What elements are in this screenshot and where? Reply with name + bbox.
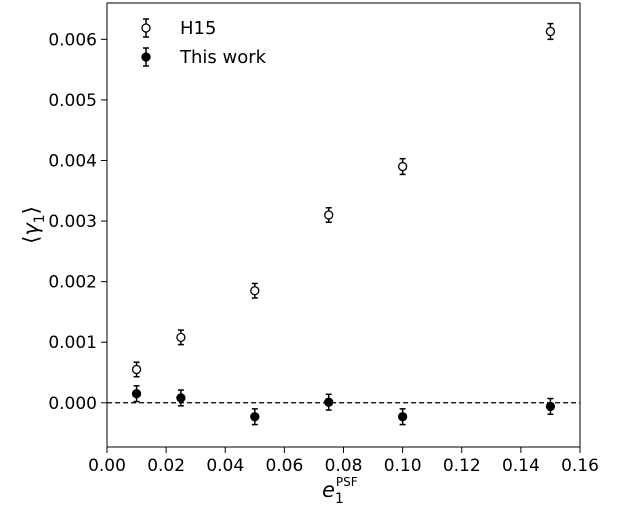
data-point <box>545 22 556 41</box>
y-tick-label: 0.003 <box>48 212 97 232</box>
legend-label-this-work: This work <box>179 47 267 68</box>
x-tick-label: 0.00 <box>88 456 126 476</box>
legend-entry-this-work: This work <box>141 47 267 68</box>
x-tick-label: 0.12 <box>443 456 481 476</box>
x-tick-label: 0.10 <box>384 456 422 476</box>
filled-marker <box>250 412 260 422</box>
filled-marker <box>176 393 186 403</box>
data-point <box>324 393 334 411</box>
data-point <box>324 206 334 224</box>
open-marker <box>176 332 186 343</box>
data-point <box>176 389 186 407</box>
series-h15 <box>131 22 556 378</box>
data-point <box>397 157 408 176</box>
open-marker <box>131 364 142 375</box>
data-point <box>131 385 142 403</box>
open-marker <box>250 286 260 296</box>
x-tick-label: 0.04 <box>206 456 244 476</box>
y-axis-label: ⟨γ1⟩ <box>19 206 48 244</box>
legend-marker-open-circle <box>141 23 151 33</box>
data-point <box>397 408 408 426</box>
x-tick-label: 0.14 <box>502 456 540 476</box>
x-axis-label: e1PSF <box>322 475 358 507</box>
open-marker <box>324 210 334 220</box>
x-tick-label: 0.02 <box>147 456 185 476</box>
x-tick-label: 0.06 <box>265 456 303 476</box>
data-point <box>250 408 260 426</box>
x-tick-label: 0.08 <box>325 456 363 476</box>
series-this-work <box>131 385 556 426</box>
filled-marker <box>397 412 408 422</box>
data-point <box>131 361 142 378</box>
ticks-layer: 0.00 0.02 0.04 0.06 0.08 0.10 0.12 0.14 0.16 0.00… <box>48 30 599 476</box>
data-point <box>176 329 186 346</box>
filled-marker <box>324 397 334 407</box>
series-layer <box>131 22 556 426</box>
filled-marker <box>131 389 142 399</box>
open-marker <box>397 161 408 172</box>
data-point <box>545 397 556 416</box>
plot-area <box>106 2 581 448</box>
legend: H15 This work <box>141 18 267 68</box>
y-tick-label: 0.004 <box>48 151 97 171</box>
y-tick-label: 0.005 <box>48 91 97 111</box>
y-tick-label: 0.002 <box>48 273 97 293</box>
y-tick-label: 0.000 <box>48 394 97 414</box>
data-point <box>250 282 260 299</box>
legend-marker-filled-circle <box>141 52 151 62</box>
legend-entry-h15: H15 <box>141 18 216 39</box>
y-tick-label: 0.006 <box>48 30 97 50</box>
filled-marker <box>545 401 556 412</box>
open-marker <box>545 26 556 37</box>
y-tick-label: 0.001 <box>48 333 97 353</box>
legend-label-h15: H15 <box>180 18 216 39</box>
x-tick-label: 0.16 <box>561 456 599 476</box>
